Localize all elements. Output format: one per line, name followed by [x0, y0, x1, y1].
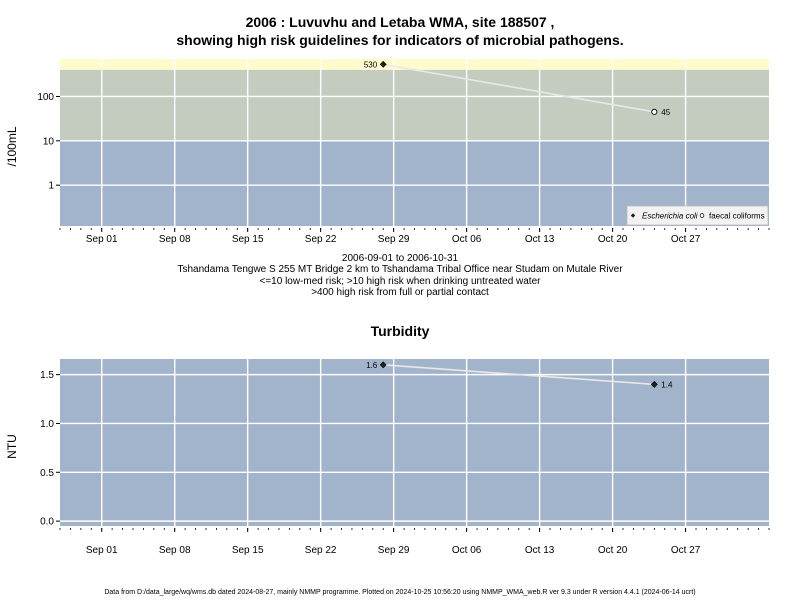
y-tick-label-1: 1 [48, 181, 54, 192]
subtitle-site-description: Tshandama Tengwe S 255 MT Bridge 2 km to… [177, 264, 623, 275]
y-axis-label: /100mL [5, 126, 19, 166]
y-tick-label-3: 1.0 [40, 419, 54, 430]
x-tick-label-3: Sep 15 [232, 545, 264, 556]
series-line [383, 364, 655, 386]
footer-note: Data from D:/data_large/wq/wms.db dated … [104, 589, 696, 596]
x-tick-label-6: Oct 06 [452, 234, 482, 245]
x-tick-label-2: Sep 08 [159, 545, 191, 556]
x-tick-label-7: Oct 13 [525, 234, 555, 245]
data-label-1-1: 530 [364, 60, 378, 69]
data-point-1-1 [379, 361, 387, 369]
subtitle-risk-guideline-1: <=10 low-med risk; >10 high risk when dr… [259, 276, 541, 287]
data-point-1-1 [379, 60, 387, 68]
x-tick-label-1: Sep 01 [86, 234, 118, 245]
data-point-2-1 [651, 108, 658, 115]
legend-label-2: faecal coliforms [709, 212, 765, 221]
panel-background [60, 359, 769, 526]
data-label-1-1: 1.6 [366, 361, 378, 370]
x-tick-label-4: Sep 22 [305, 545, 337, 556]
y-tick-label-1: 0.0 [40, 517, 54, 528]
y-tick-label-4: 1.5 [40, 370, 54, 381]
legend-marker-1 [630, 213, 636, 218]
y-tick-label-3: 100 [37, 92, 54, 103]
x-tick-label-5: Sep 29 [378, 234, 410, 245]
x-tick-label-8: Oct 20 [598, 234, 628, 245]
legend-marker-2 [699, 213, 705, 218]
x-tick-label-5: Sep 29 [378, 545, 410, 556]
risk-band-2 [60, 69, 769, 141]
x-tick-label-9: Oct 27 [671, 545, 701, 556]
legend-box [626, 205, 769, 226]
y-tick-label-2: 0.5 [40, 468, 54, 479]
y-tick-label-2: 10 [43, 136, 55, 147]
x-tick-label-4: Sep 22 [305, 234, 337, 245]
risk-band-3 [60, 59, 769, 70]
x-tick-label-2: Sep 08 [159, 234, 191, 245]
data-point-1-2 [650, 380, 658, 388]
legend-label-1: Escherichia coli [642, 212, 698, 221]
x-tick-label-6: Oct 06 [452, 545, 482, 556]
x-tick-label-9: Oct 27 [671, 234, 701, 245]
data-label-2-1: 45 [661, 108, 670, 117]
series-connector-line [383, 63, 655, 113]
y-axis-label: NTU [5, 434, 19, 459]
x-tick-label-8: Oct 20 [598, 545, 628, 556]
chart-title-line-1: 2006 : Luvuvhu and Letaba WMA, site 1885… [245, 14, 555, 30]
data-label-1-2: 1.4 [661, 380, 673, 389]
subtitle-risk-guideline-2: >400 high risk from full or partial cont… [311, 287, 489, 298]
subtitle-date-range: 2006-09-01 to 2006-10-31 [341, 253, 459, 264]
x-tick-label-1: Sep 01 [86, 545, 118, 556]
x-tick-label-7: Oct 13 [525, 545, 555, 556]
x-tick-label-3: Sep 15 [232, 234, 264, 245]
chart-title-line-2: showing high risk guidelines for indicat… [176, 32, 624, 48]
turbidity-title: Turbidity [370, 323, 430, 339]
